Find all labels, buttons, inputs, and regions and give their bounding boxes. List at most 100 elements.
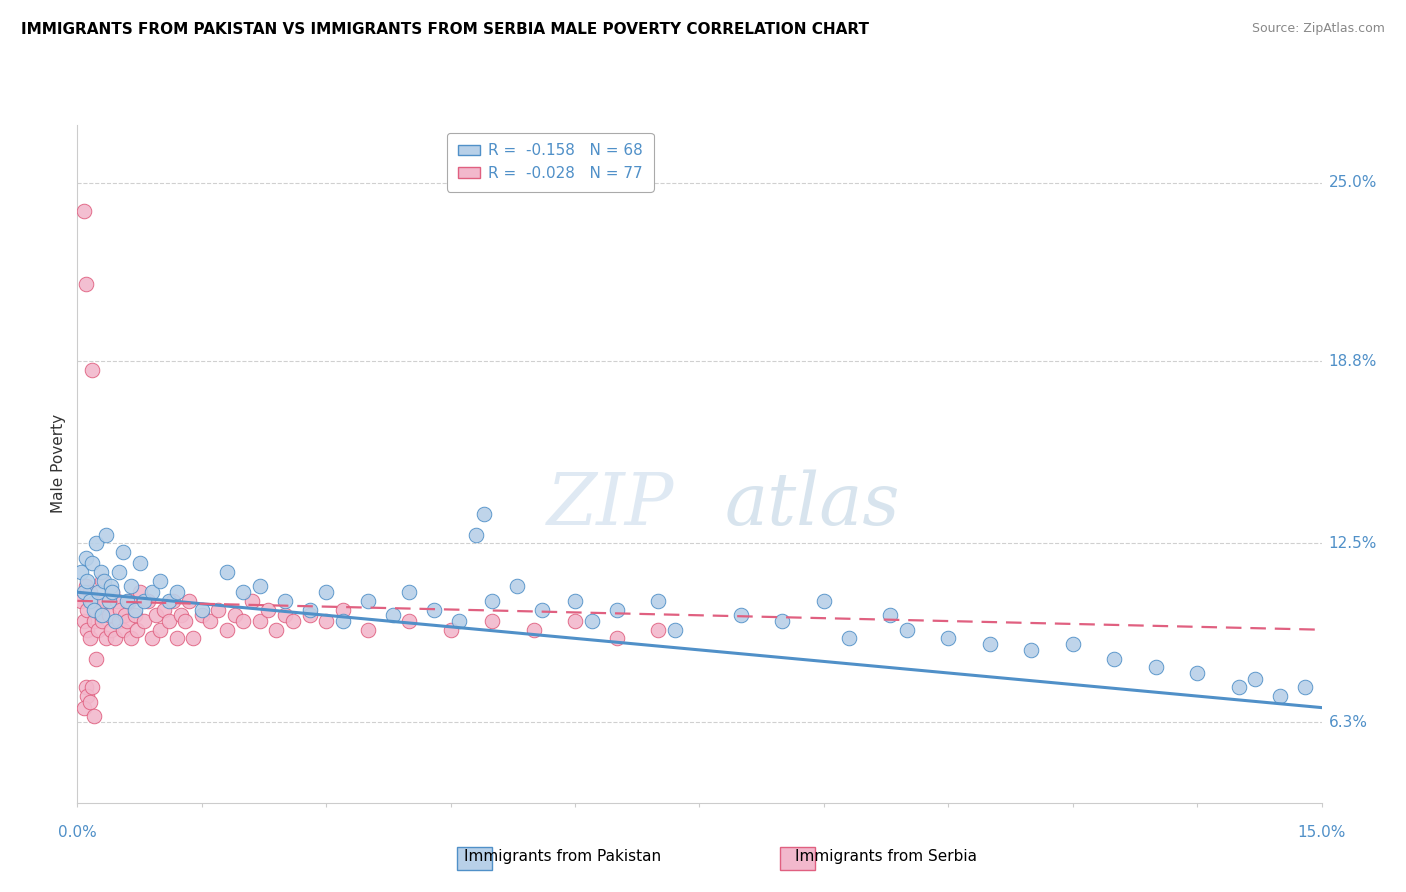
Point (1294, 681, 1316, 695)
Point (141, 585, 163, 599)
Point (101, 585, 124, 599)
Point (166, 632, 188, 646)
Point (423, 602, 446, 616)
Point (157, 614, 180, 628)
Point (332, 602, 354, 616)
Point (96, 527, 118, 541)
Point (564, 614, 586, 628)
Point (298, 602, 321, 616)
Point (93, 594, 115, 608)
Point (132, 594, 155, 608)
Point (606, 602, 628, 616)
Point (82, 681, 104, 695)
Point (879, 608, 901, 623)
Point (398, 614, 420, 628)
Point (149, 574, 172, 588)
Point (447, 614, 470, 628)
Point (90, 565, 112, 579)
Point (232, 585, 254, 599)
Point (183, 632, 205, 646)
Point (91, 574, 114, 588)
Point (506, 579, 529, 593)
Point (938, 632, 960, 646)
Point (274, 608, 297, 623)
Point (1062, 637, 1084, 651)
Point (481, 614, 503, 628)
Point (124, 608, 146, 623)
Point (97, 608, 120, 623)
Point (100, 579, 122, 593)
Point (224, 608, 246, 623)
Point (240, 594, 263, 608)
Point (110, 602, 132, 616)
Point (166, 585, 188, 599)
Point (100, 623, 122, 637)
Point (141, 632, 163, 646)
Point (73, 700, 96, 714)
Point (149, 623, 172, 637)
Point (83, 709, 105, 723)
Point (104, 632, 127, 646)
Point (124, 602, 146, 616)
Point (772, 614, 794, 628)
Point (79, 594, 101, 608)
Point (75, 579, 97, 593)
Point (315, 585, 337, 599)
Point (84, 651, 107, 665)
Point (439, 623, 461, 637)
Text: 12.5%: 12.5% (1329, 536, 1376, 550)
Point (266, 623, 288, 637)
Point (232, 614, 254, 628)
Point (530, 602, 553, 616)
Point (1244, 672, 1267, 686)
Point (191, 602, 214, 616)
Point (472, 508, 495, 522)
Point (464, 527, 486, 541)
Point (564, 594, 586, 608)
Point (157, 594, 180, 608)
Text: Immigrants from Serbia: Immigrants from Serbia (794, 849, 977, 863)
Point (215, 565, 238, 579)
Point (93, 574, 115, 588)
Point (111, 623, 134, 637)
Point (257, 602, 280, 616)
Point (162, 594, 184, 608)
Point (83, 614, 105, 628)
Point (1187, 665, 1209, 680)
Point (249, 579, 271, 593)
Point (132, 614, 155, 628)
Point (647, 594, 669, 608)
Point (298, 608, 321, 623)
Point (170, 608, 193, 623)
Point (104, 614, 127, 628)
Point (83, 602, 105, 616)
Point (73, 614, 96, 628)
Point (1270, 689, 1292, 703)
Point (108, 614, 129, 628)
Legend: R =  -0.158   N = 68, R =  -0.028   N = 77: R = -0.158 N = 68, R = -0.028 N = 77 (447, 133, 654, 192)
Point (730, 608, 752, 623)
Point (87, 585, 110, 599)
Point (96, 632, 118, 646)
Point (101, 585, 124, 599)
Point (87, 623, 110, 637)
Point (91, 608, 114, 623)
Point (207, 602, 229, 616)
Text: IMMIGRANTS FROM PAKISTAN VS IMMIGRANTS FROM SERBIA MALE POVERTY CORRELATION CHAR: IMMIGRANTS FROM PAKISTAN VS IMMIGRANTS F… (21, 22, 869, 37)
Point (76, 574, 98, 588)
Point (606, 632, 628, 646)
Point (75, 681, 97, 695)
Point (647, 623, 669, 637)
Point (381, 608, 404, 623)
Point (76, 623, 98, 637)
Point (523, 623, 546, 637)
Point (1227, 681, 1250, 695)
Point (153, 602, 176, 616)
Text: Immigrants from Pakistan: Immigrants from Pakistan (464, 849, 661, 863)
Point (120, 632, 142, 646)
Point (315, 614, 337, 628)
Point (198, 614, 221, 628)
Text: atlas: atlas (724, 469, 900, 540)
Point (281, 614, 304, 628)
Point (664, 623, 686, 637)
